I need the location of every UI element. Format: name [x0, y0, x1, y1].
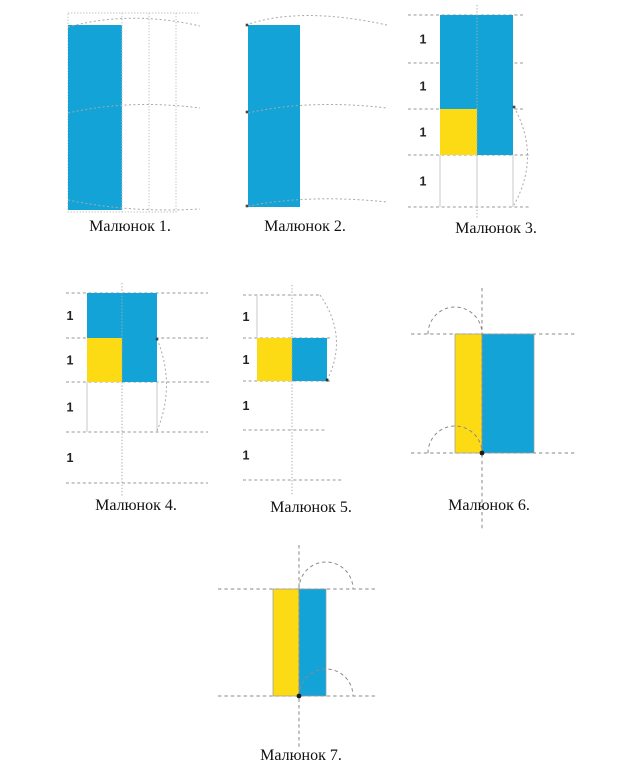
fig5-unit-label-4: 1: [243, 449, 250, 463]
fig3-unit-label-3: 1: [420, 126, 427, 140]
fig3-compass-arc: [513, 106, 528, 206]
fig4-caption: Малюнок 4.: [95, 497, 177, 514]
fig7-top-arc: [298, 561, 354, 590]
figure-1: Малюнок 1.: [67, 12, 201, 235]
fig5-blue-square: [292, 338, 327, 381]
fig4-compass-arc: [156, 338, 167, 432]
fig2-top-anchor-dot: [245, 23, 249, 27]
fig3-yellow-square: [440, 109, 477, 155]
fig3-unit-labels: 1 1 1 1: [420, 33, 427, 189]
fig4-unit-label-1: 1: [67, 309, 74, 323]
fig4-yellow-square: [87, 338, 122, 382]
fig1-middle-arc: [67, 103, 201, 114]
fig5-unit-label-3: 1: [243, 399, 250, 413]
fig1-top-arc: [67, 17, 201, 28]
fig7-yellow-rect: [272, 588, 300, 697]
fig7-intersection-dot: [296, 693, 302, 699]
fig5-unit-labels: 1 1 1 1: [243, 310, 250, 463]
fig4-unit-label-3: 1: [67, 401, 74, 415]
fig7-blue-rect: [298, 588, 327, 697]
fig1-bottom-arc: [67, 199, 201, 211]
fig7-bottom-arc: [298, 668, 354, 697]
figure-2: Малюнок 2.: [245, 15, 388, 235]
fig3-unit-label-4: 1: [420, 175, 427, 189]
fig6-blue-rect: [481, 333, 535, 454]
fig4-unit-labels: 1 1 1 1: [67, 309, 74, 465]
fig5-yellow-square: [257, 338, 292, 381]
fig3-caption: Малюнок 3.: [455, 220, 537, 237]
fig1-blue-rect: [68, 25, 122, 210]
figure-7: Малюнок 7.: [218, 545, 377, 764]
fig2-top-arc: [245, 15, 388, 26]
fig7-caption: Малюнок 7.: [260, 747, 342, 764]
fig5-caption: Малюнок 5.: [270, 499, 352, 516]
fig4-unit-label-2: 1: [67, 354, 74, 368]
fig3-empty-cell-outline: [439, 155, 514, 207]
fig3-unit-label-2: 1: [420, 80, 427, 94]
figure-4: 1 1 1 1 Малюнок 4.: [66, 283, 210, 514]
figure-5: 1 1 1 1 Малюнок 5.: [243, 285, 352, 516]
fig4-arc-anchor-dot: [155, 337, 159, 341]
fig6-yellow-rect: [454, 333, 483, 454]
fig1-caption: Малюнок 1.: [89, 218, 171, 235]
fig2-middle-arc: [247, 103, 388, 114]
fig2-bottom-anchor-dot: [245, 204, 249, 208]
fig5-unit-label-1: 1: [243, 310, 250, 324]
fig4-empty-cell-outline: [86, 382, 158, 432]
fig6-bottom-arc: [427, 425, 483, 454]
fig2-blue-rect: [248, 25, 300, 207]
fig5-compass-arc: [319, 294, 337, 381]
fig6-caption: Малюнок 6.: [448, 497, 530, 514]
fig2-bottom-arc: [247, 198, 388, 207]
fig3-arc-anchor-dot: [512, 105, 516, 109]
fig2-caption: Малюнок 2.: [264, 218, 346, 235]
fig6-intersection-dot: [479, 450, 485, 456]
fig3-unit-label-1: 1: [420, 33, 427, 47]
figure-3: 1 1 1 1 Малюнок 3.: [408, 5, 537, 237]
fig5-unit-label-2: 1: [243, 353, 250, 367]
fig2-middle-anchor-dot: [245, 110, 249, 114]
figure-6: Малюнок 6.: [411, 288, 577, 530]
fig5-arc-anchor-dot: [325, 378, 329, 382]
fig6-top-arc: [427, 306, 483, 335]
fig4-unit-label-4: 1: [67, 451, 74, 465]
fig5-row-guides: [243, 294, 343, 481]
